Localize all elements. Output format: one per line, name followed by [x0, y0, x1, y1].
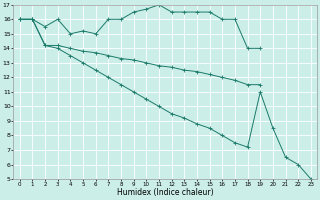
- X-axis label: Humidex (Indice chaleur): Humidex (Indice chaleur): [117, 188, 214, 197]
